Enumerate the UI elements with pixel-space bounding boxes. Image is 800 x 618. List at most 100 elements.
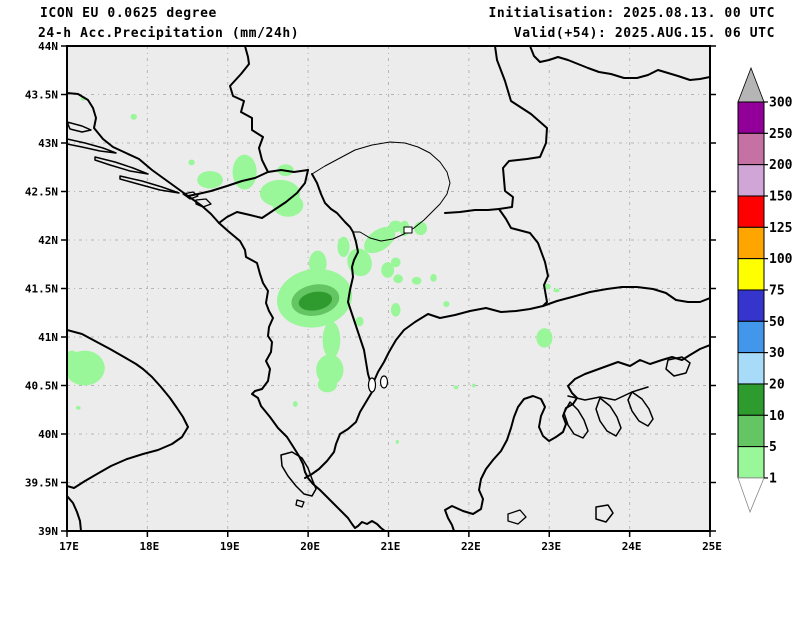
precip-cell-level-1 [232, 154, 257, 190]
precip-cell-level-1 [364, 226, 396, 254]
lon-tick-label: 24E [622, 540, 642, 553]
legend-value-label: 10 [769, 409, 785, 424]
precip-cell-level-1 [393, 274, 403, 284]
kotor-inlet [195, 198, 212, 208]
island-sliver [119, 175, 180, 194]
legend-band [737, 258, 765, 291]
border-macedonia-greece [373, 305, 544, 382]
lat-tick-label: 42N [38, 234, 58, 247]
valid-time-label: Valid(+54): 2025.AUG.15. 06 UTC [513, 26, 775, 41]
kotor-inlet [182, 191, 199, 200]
lon-tick-label: 22E [461, 540, 481, 553]
peninsula-athos [627, 391, 654, 427]
precip-cell-level-1 [322, 321, 341, 359]
lake-ohrid [367, 377, 377, 393]
border-bosnia-serbia [229, 46, 269, 173]
islet-corfu-south [295, 499, 305, 508]
island-sliver [67, 138, 117, 154]
coastline-italy-calabria [67, 495, 82, 531]
chalkidiki-root [567, 386, 649, 401]
lat-tick-label: 43.5N [25, 89, 58, 102]
lat-tick-label: 39.5N [25, 477, 58, 490]
precipitation-shading [67, 95, 560, 444]
legend-value-label: 200 [769, 158, 793, 173]
island-sliver [94, 156, 149, 175]
precip-cell-level-1 [197, 171, 223, 189]
legend-value-label: 20 [769, 377, 785, 392]
coastline-north-aegean [444, 344, 710, 531]
border-serbia-montenegro [267, 169, 309, 173]
precip-cell-level-1 [67, 350, 80, 370]
border-bosnia-montenegro [187, 171, 269, 197]
border-kosovo-thin [311, 141, 451, 242]
lon-tick-label: 23E [541, 540, 561, 553]
precip-cell-level-1 [411, 276, 422, 285]
precip-cell-level-1 [443, 301, 450, 307]
color-scale-legend: 300 250 200 150 125 100 75 50 30 20 10 5 1 [737, 66, 793, 514]
precip-cell-level-1 [472, 383, 476, 388]
precip-cell-level-1 [272, 193, 304, 217]
legend-band [737, 101, 765, 134]
precip-cell-level-1 [355, 316, 364, 327]
precip-cell-level-1 [395, 439, 399, 444]
legend-value-label: 150 [769, 189, 793, 204]
island-corfu [280, 451, 317, 497]
model-title: ICON EU 0.0625 degree [40, 6, 217, 21]
legend-band [737, 383, 765, 416]
legend-value-label: 5 [769, 440, 777, 455]
lat-tick-label: 44N [38, 40, 58, 53]
geography-layer [67, 46, 710, 531]
precip-cell-level-1 [347, 248, 372, 277]
border-serbia-bulgaria [494, 46, 548, 210]
precip-cell-level-1 [388, 220, 403, 233]
lat-tick-label: 39N [38, 525, 58, 538]
legend-band [737, 132, 765, 166]
island-sliver [67, 121, 92, 133]
legend-band [737, 320, 765, 354]
precip-cell-level-1 [390, 303, 401, 317]
legend-value-label: 50 [769, 315, 785, 330]
lon-tick-label: 19E [220, 540, 240, 553]
peninsula-sithonia [595, 397, 622, 437]
border-bulgaria-macedonia [498, 208, 549, 307]
border-montenegro-albania [218, 169, 309, 224]
legend-value-label: 250 [769, 127, 793, 142]
precip-cell-level-1 [75, 405, 81, 410]
border-lake-box [403, 226, 413, 234]
lat-tick-label: 41.5N [25, 283, 58, 296]
legend-band [737, 164, 765, 197]
legend-band [737, 289, 765, 322]
border-albania-east [304, 173, 373, 479]
border-bulgaria-greece [542, 286, 710, 307]
legend-band [737, 195, 765, 228]
axes: 44N 43.5N 43N 42.5N 42N 41.5N 41N 40.5N 40N 39.5N… [25, 40, 722, 553]
init-time-label: Initialisation: 2025.08.13. 00 UTC [488, 6, 775, 21]
precip-cell-level-1 [453, 385, 459, 390]
coastline-italy-puglia [67, 329, 189, 489]
lake-prespa [379, 375, 389, 389]
precip-cell-level-1 [414, 221, 428, 236]
legend-value-label: 1 [769, 471, 777, 486]
island-thasos [595, 504, 614, 523]
lat-tick-label: 41N [38, 331, 58, 344]
legend-band [737, 446, 765, 479]
precip-cell-level-1 [553, 288, 560, 293]
lon-tick-label: 25E [702, 540, 722, 553]
bay-of-kotor [182, 191, 212, 208]
precip-cell-level-1 [337, 236, 350, 257]
legend-value-label: 100 [769, 252, 793, 267]
island-samothrace [665, 356, 691, 377]
lat-tick-label: 40.5N [25, 380, 58, 393]
legend-under-arrow [737, 477, 765, 514]
peninsula-kassandra [563, 401, 589, 439]
lat-tick-label: 43N [38, 137, 58, 150]
legend-value-label: 30 [769, 346, 785, 361]
legend-band [737, 226, 765, 260]
border-danube [529, 46, 710, 81]
lon-tick-label: 17E [59, 540, 79, 553]
croatian-islands [67, 121, 180, 194]
border-serbia-macedonia [444, 208, 500, 214]
lat-tick-label: 42.5N [25, 186, 58, 199]
